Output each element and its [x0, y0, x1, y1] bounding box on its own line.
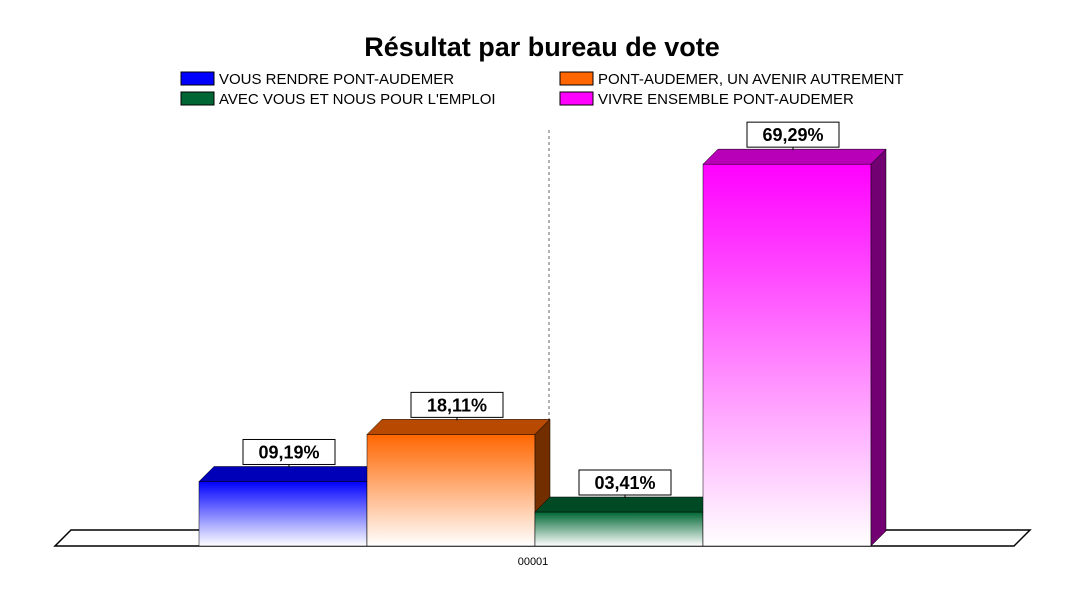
value-label-avec-vous-et-nous-pour-l-emploi: 03,41% — [594, 473, 655, 493]
legend-label-vivre-ensemble-pont-audemer: VIVRE ENSEMBLE PONT-AUDEMER — [598, 91, 854, 108]
legend-label-pont-audemer-un-avenir-autrement: PONT-AUDEMER, UN AVENIR AUTREMENT — [598, 71, 904, 88]
bar-avec-vous-et-nous-pour-l-emploi — [534, 511, 704, 547]
value-label-pont-audemer-un-avenir-autrement: 18,11% — [427, 395, 487, 415]
bar-top-avec-vous-et-nous-pour-l-emploi — [534, 496, 719, 513]
legend-swatch-vous-rendre-pont-audemer — [180, 71, 215, 86]
legend-label-vous-rendre-pont-audemer: VOUS RENDRE PONT-AUDEMER — [219, 71, 454, 88]
chart-title: Résultat par bureau de vote — [364, 32, 720, 62]
bar-top-vous-rendre-pont-audemer — [198, 466, 383, 482]
value-label-vous-rendre-pont-audemer: 09,19% — [258, 442, 319, 462]
bar-top-pont-audemer-un-avenir-autrement — [366, 419, 551, 435]
legend-label-avec-vous-et-nous-pour-l-emploi: AVEC VOUS ET NOUS POUR L'EMPLOI — [219, 91, 496, 108]
category-label: 00001 — [518, 556, 549, 568]
bar-side-vivre-ensemble-pont-audemer — [870, 148, 887, 547]
value-labels: 09,19% 18,11% 03,41% 69,29% — [242, 121, 840, 498]
legend-swatch-avec-vous-et-nous-pour-l-emploi — [180, 91, 215, 106]
bar-top-vivre-ensemble-pont-audemer — [702, 148, 887, 165]
value-label-vivre-ensemble-pont-audemer: 69,29% — [762, 125, 823, 145]
legend: VOUS RENDRE PONT-AUDEMER PONT-AUDEMER, UN… — [180, 71, 904, 108]
bar-vivre-ensemble-pont-audemer — [702, 163, 872, 547]
legend-swatch-vivre-ensemble-pont-audemer — [559, 91, 594, 106]
value-label-box-vivre-ensemble-pont-audemer — [746, 121, 840, 148]
legend-swatch-pont-audemer-un-avenir-autrement — [559, 71, 594, 86]
plot-area: 09,19% 18,11% 03,41% 69,29% 00001 — [53, 121, 1032, 568]
bar-vous-rendre-pont-audemer — [198, 481, 368, 547]
bars — [198, 148, 887, 547]
value-label-box-vous-rendre-pont-audemer — [242, 438, 336, 465]
bar-pont-audemer-un-avenir-autrement — [366, 434, 536, 547]
